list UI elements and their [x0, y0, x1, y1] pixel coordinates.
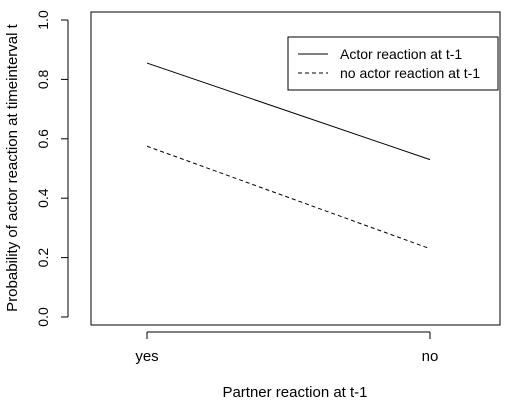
legend-items: Actor reaction at t-1 no actor reaction a…	[298, 46, 480, 81]
plot-frame	[90, 11, 501, 326]
x-tick-label: no	[422, 348, 439, 365]
series-line-1	[146, 145, 431, 250]
legend-label: Actor reaction at t-1	[340, 46, 462, 62]
y-tick-label: 0.6	[35, 129, 51, 149]
series-layer	[146, 62, 431, 250]
y-tick-label: 0.2	[35, 248, 51, 268]
y-tick-label: 0.4	[35, 188, 51, 208]
x-axis: yes no	[135, 331, 439, 365]
y-tick-label: 1.0	[35, 10, 51, 30]
series-line-0	[146, 62, 431, 161]
y-axis-title: Probability of actor reaction at timeint…	[4, 23, 21, 311]
y-axis: 0.0 0.2 0.4 0.6 0.8 1.0	[35, 10, 69, 327]
y-tick-label: 0.8	[35, 69, 51, 89]
x-axis-title: Partner reaction at t-1	[222, 384, 367, 401]
legend-box	[287, 36, 499, 91]
legend-label: no actor reaction at t-1	[340, 65, 480, 81]
y-tick-label: 0.0	[35, 307, 51, 327]
x-tick-label: yes	[135, 348, 158, 365]
legend: Actor reaction at t-1 no actor reaction a…	[287, 36, 499, 91]
